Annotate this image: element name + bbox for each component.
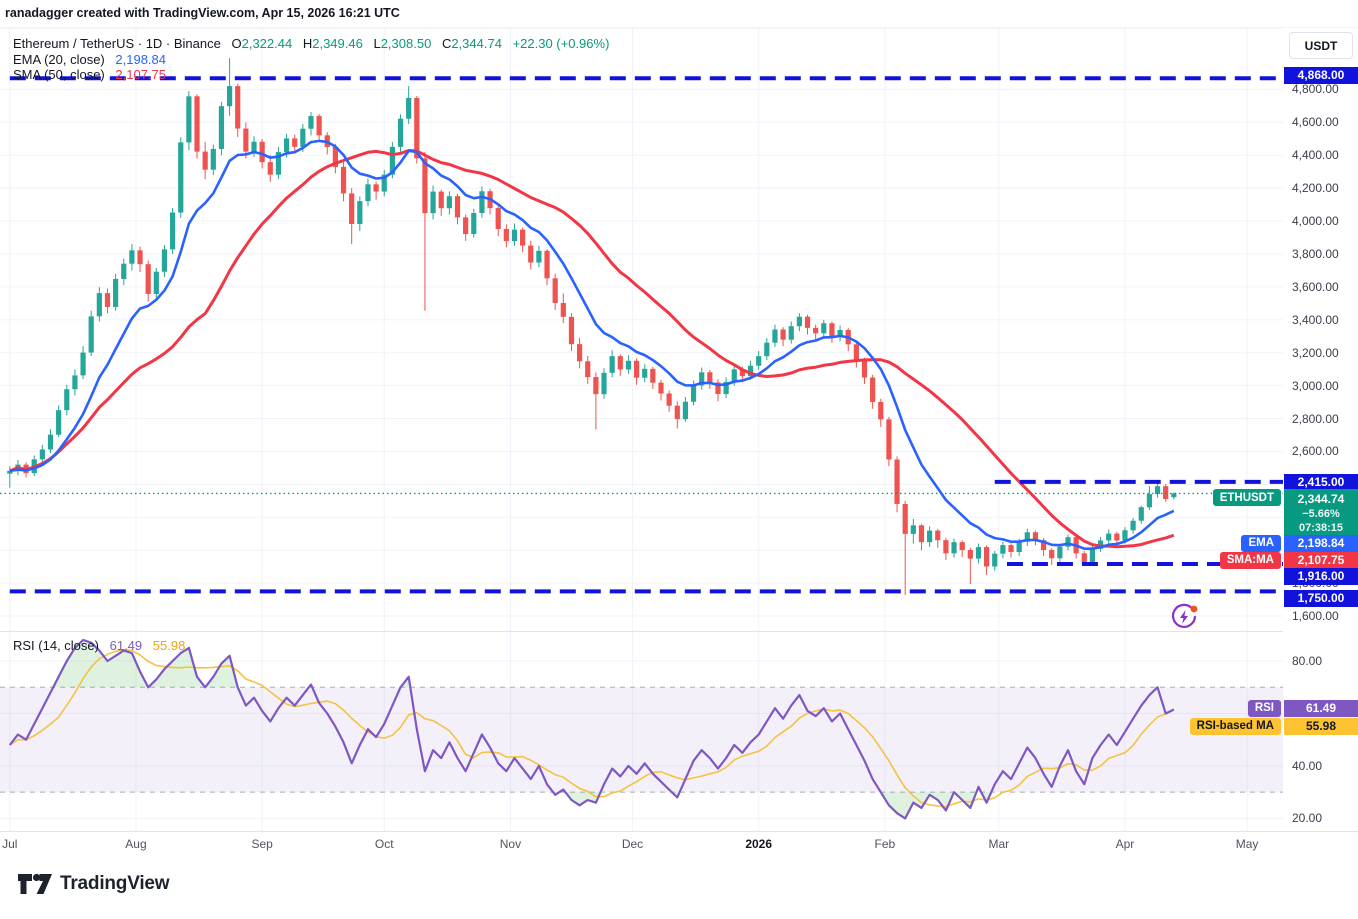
sma-line <box>9 149 1175 549</box>
ohlc-l-value: 2,308.50 <box>380 36 432 51</box>
time-axis-label-nov: Nov <box>499 837 522 851</box>
axis-tick-label: 2,600.00 <box>1292 444 1339 459</box>
ohlc-c-value: 2,344.74 <box>451 36 502 51</box>
axis-tick-label: 3,600.00 <box>1292 279 1339 294</box>
axis-tick-label: 20.00 <box>1292 811 1323 826</box>
axis-tick-label: 80.00 <box>1292 654 1323 669</box>
tradingview-logo[interactable]: TradingView <box>18 872 170 896</box>
axis-tick-label: 4,200.00 <box>1292 181 1339 196</box>
candlestick-series <box>7 58 1177 595</box>
axis-tick-label: 3,200.00 <box>1292 345 1339 360</box>
time-axis-label-may: May <box>1235 837 1259 851</box>
time-axis-label-feb: Feb <box>874 837 896 851</box>
ema-tag: EMA <box>1241 534 1281 552</box>
rsi-tag: RSI <box>1247 699 1281 717</box>
time-axis-label-dec: Dec <box>621 837 644 851</box>
rsi-oversold-fill <box>553 792 992 819</box>
rsi-based-ma-tag: RSI-based MA <box>1189 717 1281 735</box>
time-axis-label-mar: Mar <box>988 837 1010 851</box>
axis-tick-label: 3,000.00 <box>1292 378 1339 393</box>
symbol-title: Ethereum / TetherUS · 1D · Binance <box>13 36 221 51</box>
time-axis-label-sep: Sep <box>251 837 273 851</box>
sma-ma-tag: SMA:MA <box>1219 551 1281 569</box>
tradingview-logo-mark <box>18 873 52 894</box>
ohlc-o-label: O <box>231 36 242 51</box>
price-axis[interactable] <box>1283 28 1358 831</box>
symbol-legend[interactable]: Ethereum / TetherUS · 1D · Binance O2,32… <box>13 36 609 51</box>
time-axis-label-jul: Jul <box>2 837 18 851</box>
attribution-text: ranadagger created with TradingView.com,… <box>5 6 400 20</box>
ema-line <box>9 139 1175 551</box>
axis-tick-label: 40.00 <box>1292 758 1323 773</box>
gridlines <box>0 28 1283 831</box>
rsi-line <box>8 638 1175 820</box>
rsi-value-badge: 61.49 <box>1284 699 1358 717</box>
currency-button[interactable]: USDT <box>1289 32 1353 59</box>
sma-legend-value: 2,107.75 <box>115 67 166 82</box>
axis-tick-label: 4,000.00 <box>1292 214 1339 229</box>
time-axis-label-2026: 2026 <box>745 837 773 851</box>
axis-tick-label: 1,600.00 <box>1292 609 1339 624</box>
tradingview-logo-text: TradingView <box>60 873 170 894</box>
sma-legend-title: SMA (50, close) <box>13 67 105 82</box>
axis-tick-label: 3,800.00 <box>1292 246 1339 261</box>
ohlc-h-value: 2,349.46 <box>312 36 363 51</box>
axis-tick-label: 4,600.00 <box>1292 115 1339 130</box>
time-axis-label-apr: Apr <box>1115 837 1135 851</box>
ohlc-change: +22.30 (+0.96%) <box>512 36 610 51</box>
ohlc-l-label: L <box>373 36 381 51</box>
axis-tick-label: 4,400.00 <box>1292 148 1339 163</box>
price-level-badge-2415: 2,415.00 <box>1284 473 1358 491</box>
bar-countdown: 07:38:15 <box>1298 522 1344 534</box>
time-axis-label-oct: Oct <box>374 837 394 851</box>
symbol-price-badge: 2,344.74 −5.66% 07:38:15 <box>1284 489 1358 537</box>
ema-legend[interactable]: EMA (20, close) 2,198.84 <box>13 52 166 67</box>
flash-idea-icon <box>1172 603 1198 628</box>
ema-value-badge: 2,198.84 <box>1284 534 1358 552</box>
price-level-badge-4868: 4,868.00 <box>1284 66 1358 84</box>
ema-legend-value: 2,198.84 <box>115 52 166 67</box>
rsi-legend[interactable]: RSI (14, close) 61.49 55.98 <box>13 638 185 653</box>
rsi-legend-value: 61.49 <box>109 638 143 653</box>
last-price: 2,344.74 <box>1297 492 1345 506</box>
ethusdt-tag: ETHUSDT <box>1212 489 1281 506</box>
price-level-badge-1916: 1,916.00 <box>1284 567 1358 585</box>
sma-value-badge: 2,107.75 <box>1284 551 1358 569</box>
ohlc-o-value: 2,322.44 <box>241 36 293 51</box>
rsi-ma-value-badge: 55.98 <box>1284 717 1358 735</box>
axis-tick-label: 2,800.00 <box>1292 411 1339 426</box>
time-axis[interactable]: Jul Aug Sep Oct Nov Dec 2026 Feb Mar Apr May <box>0 832 1358 858</box>
sma-legend[interactable]: SMA (50, close) 2,107.75 <box>13 67 166 82</box>
ohlc-c-label: C <box>441 36 452 51</box>
axis-tick-label: 4,800.00 <box>1292 82 1339 97</box>
rsi-band <box>0 687 1283 793</box>
ema-legend-title: EMA (20, close) <box>13 52 105 67</box>
price-level-badge-1750: 1,750.00 <box>1284 589 1358 607</box>
session-change: −5.66% <box>1302 508 1340 520</box>
rsi-legend-title: RSI (14, close) <box>13 638 99 653</box>
rsi-overbought-fill <box>53 640 411 688</box>
rsi-ma-legend-value: 55.98 <box>152 638 186 653</box>
time-axis-label-aug: Aug <box>125 837 147 851</box>
rsi-ma-line <box>9 648 1175 808</box>
ohlc-h-label: H <box>302 36 313 51</box>
axis-tick-label: 3,400.00 <box>1292 312 1339 327</box>
